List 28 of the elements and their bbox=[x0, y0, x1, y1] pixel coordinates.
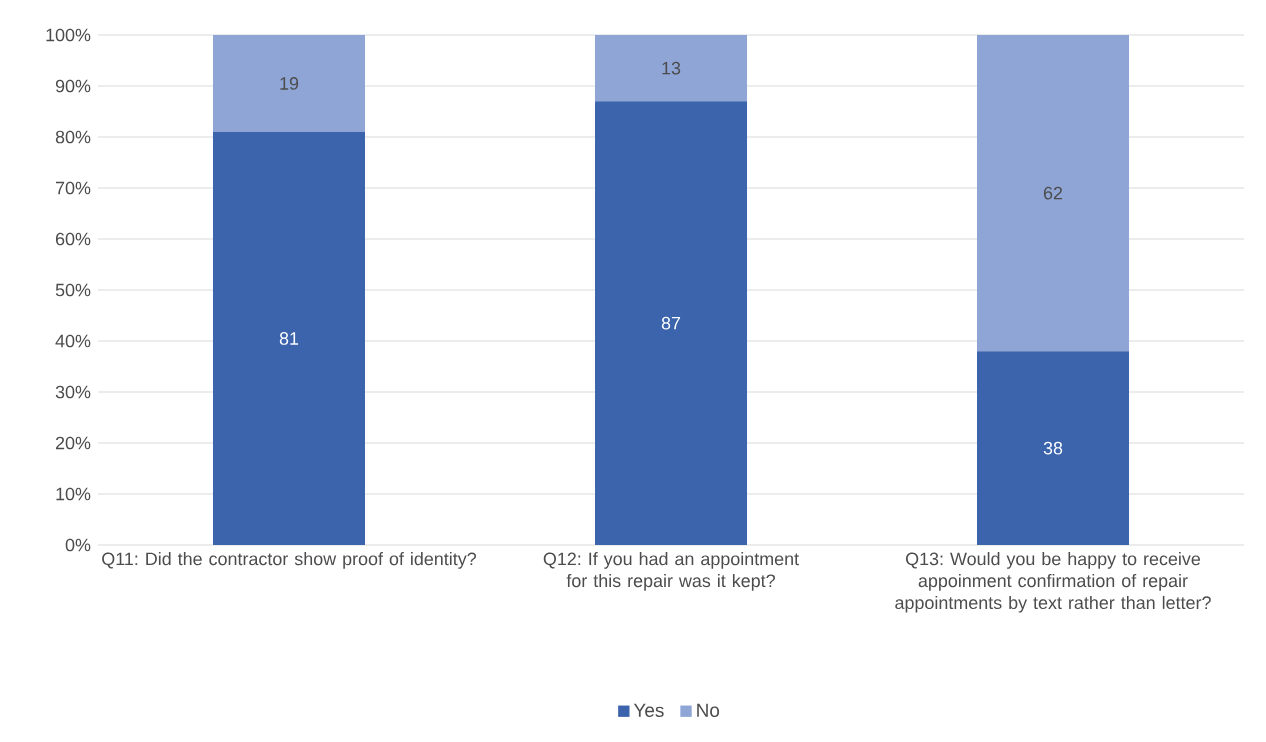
y-tick-label: 10% bbox=[56, 487, 91, 501]
bar bbox=[977, 351, 1130, 546]
data-label: 19 bbox=[280, 77, 299, 90]
bar bbox=[595, 35, 748, 102]
y-tick-label: 50% bbox=[55, 283, 91, 297]
data-label: 81 bbox=[279, 332, 299, 345]
bar bbox=[595, 101, 748, 546]
data-label: 87 bbox=[661, 316, 681, 330]
bar bbox=[213, 35, 365, 132]
y-tick-label: 30% bbox=[55, 385, 91, 399]
bar bbox=[977, 35, 1130, 352]
legend-label: Yes bbox=[633, 703, 664, 717]
y-tick-label: 90% bbox=[55, 79, 91, 93]
y-tick-label: 80% bbox=[55, 130, 91, 144]
data-label: 38 bbox=[1043, 441, 1063, 455]
y-tick-label: 40% bbox=[55, 334, 91, 348]
y-tick-label: 70% bbox=[55, 181, 91, 195]
bar bbox=[213, 131, 365, 546]
data-label: 13 bbox=[662, 61, 681, 75]
y-tick-label: 0% bbox=[65, 538, 91, 552]
legend-label: No bbox=[697, 703, 720, 717]
y-tick-label: 20% bbox=[55, 436, 91, 450]
x-tick-label: Q12: If you had an appointment for this repair was it kept? bbox=[543, 552, 799, 591]
y-tick-label: 60% bbox=[55, 232, 91, 246]
data-label: 62 bbox=[1043, 186, 1063, 200]
x-tick-label: Q11: Did the contractor show proof of identity? bbox=[102, 552, 477, 569]
x-tick-label: Q13: Would you be happy to receive appoinment confirmation of repair appointments by text rather than letter? bbox=[895, 552, 1211, 613]
y-tick-label: 100% bbox=[46, 28, 91, 42]
